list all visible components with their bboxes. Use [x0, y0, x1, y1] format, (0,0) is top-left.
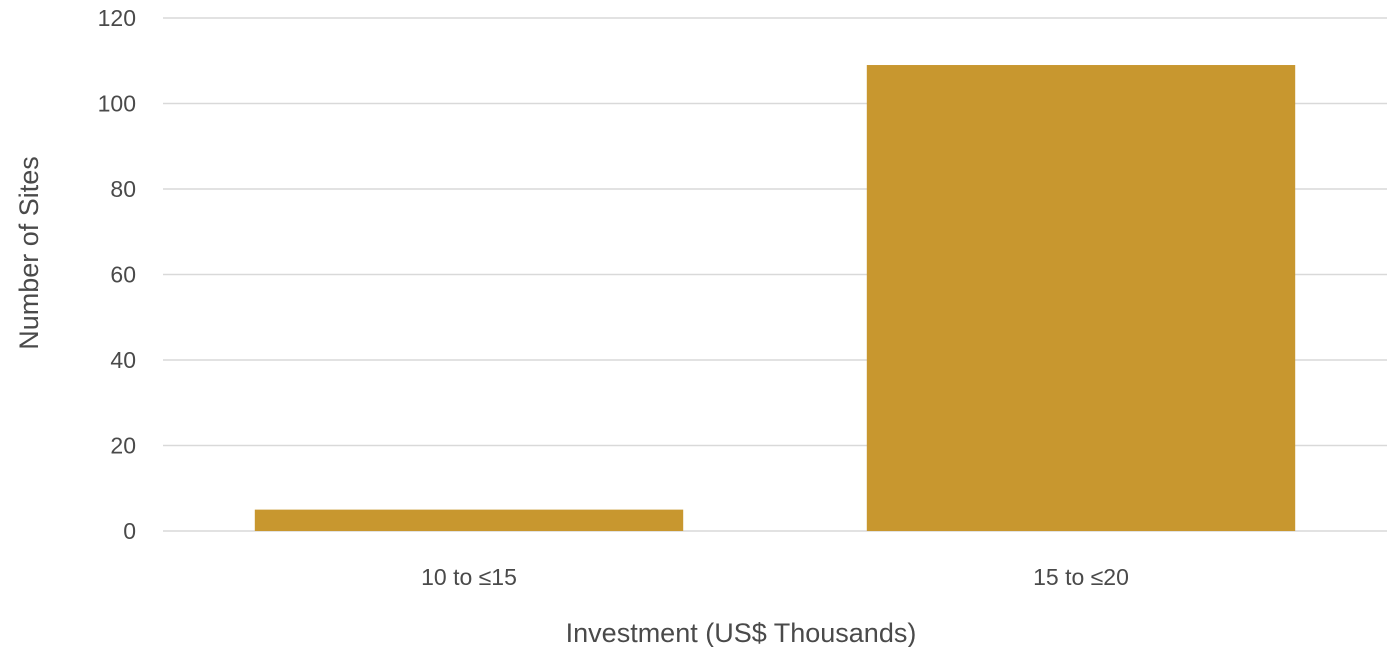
x-tick-label: 15 to ≤20 — [1033, 564, 1129, 590]
y-tick-label: 120 — [98, 5, 136, 31]
x-tick-label: 10 to ≤15 — [421, 564, 517, 590]
y-axis-ticks: 0 20 40 60 80 100 120 — [98, 5, 136, 544]
y-axis-title: Number of Sites — [14, 156, 44, 350]
y-tick-label: 100 — [98, 91, 136, 117]
bars — [255, 65, 1295, 531]
x-axis-title: Investment (US$ Thousands) — [566, 618, 917, 647]
y-tick-label: 80 — [110, 176, 136, 202]
y-tick-label: 40 — [110, 347, 136, 373]
x-axis-ticks: 10 to ≤15 15 to ≤20 — [421, 564, 1129, 590]
bar — [867, 65, 1295, 531]
y-tick-label: 0 — [123, 518, 136, 544]
bar — [255, 510, 683, 531]
y-tick-label: 20 — [110, 433, 136, 459]
y-tick-label: 60 — [110, 262, 136, 288]
